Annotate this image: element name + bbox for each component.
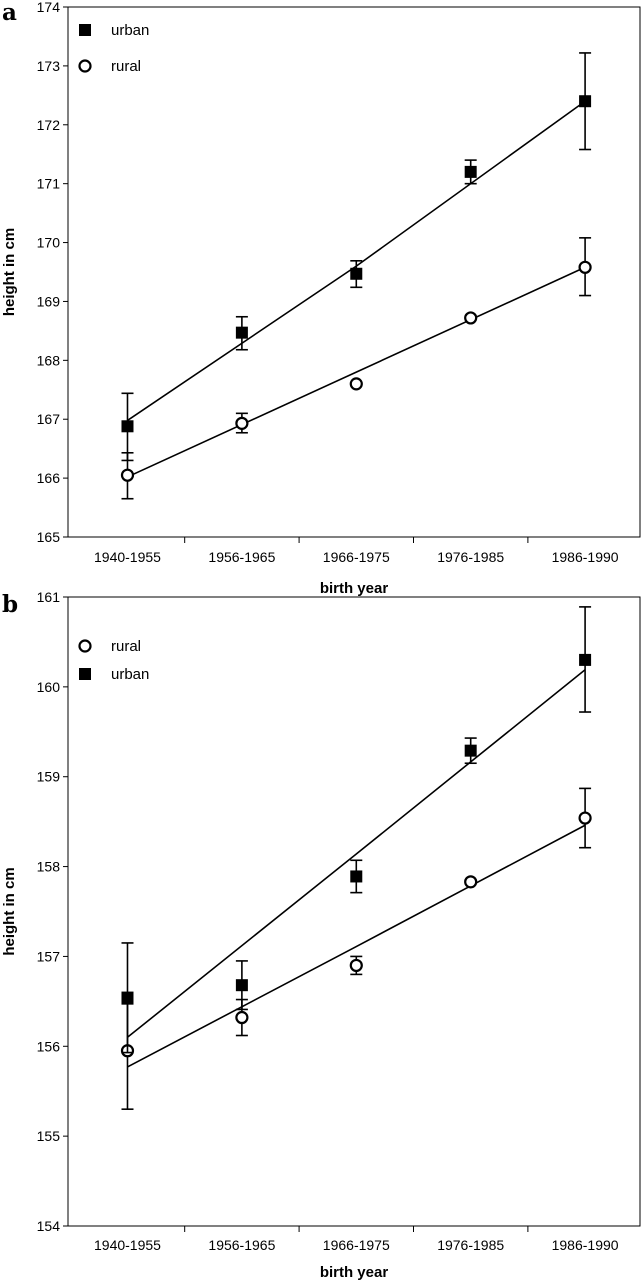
x-tick-label: 1986-1990 [552, 549, 619, 565]
y-tick-label: 161 [37, 589, 61, 605]
y-tick-label: 170 [37, 235, 61, 251]
legend-label-rural: rural [111, 58, 141, 75]
data-point-urban [121, 420, 134, 433]
data-point-urban [579, 653, 592, 666]
x-tick-label: 1940-1955 [94, 549, 161, 565]
series-urban [121, 606, 592, 1054]
chart-panel-b: b 154 155 156 157 158 159 160 161 1940-1955 1956-1… [1, 589, 641, 1280]
y-tick-label: 165 [37, 529, 61, 545]
x-axis-title: birth year [320, 580, 389, 597]
legend-marker-urban [79, 24, 91, 36]
trend-line-urban [126, 669, 586, 1038]
y-tick-label: 172 [37, 117, 61, 133]
data-point-urban [579, 95, 592, 108]
x-tick-label: 1940-1955 [94, 1237, 161, 1253]
series-rural [120, 237, 592, 500]
legend-label-urban: urban [111, 666, 149, 683]
panel-letter: a [2, 0, 17, 26]
data-point-rural [464, 875, 478, 889]
y-tick-label: 168 [37, 352, 61, 368]
series-urban [121, 52, 592, 462]
x-tick-label: 1976-1985 [437, 549, 504, 565]
y-tick-label: 157 [37, 948, 61, 964]
data-point-rural [120, 468, 135, 482]
plot-frame [67, 596, 641, 1227]
legend: urban rural [78, 22, 149, 75]
plot-frame [67, 6, 641, 538]
x-axis-title: birth year [320, 1264, 389, 1280]
data-point-rural [464, 311, 478, 325]
data-point-rural [235, 416, 249, 430]
x-tick-label: 1966-1975 [323, 549, 390, 565]
panel-letter: b [2, 591, 18, 618]
data-point-urban [464, 744, 477, 757]
y-tick-label: 169 [37, 293, 61, 309]
data-point-rural [578, 260, 592, 274]
data-point-urban [235, 979, 248, 992]
x-tick-label: 1976-1985 [437, 1237, 504, 1253]
data-point-rural [235, 1010, 249, 1025]
y-tick-label: 160 [37, 679, 61, 695]
data-point-urban [350, 267, 363, 280]
x-tick-label: 1986-1990 [552, 1237, 619, 1253]
y-tick-label: 158 [37, 859, 61, 875]
y-tick-label: 166 [37, 470, 61, 486]
x-tick-label: 1966-1975 [323, 1237, 390, 1253]
y-tick-label: 173 [37, 58, 61, 74]
data-point-urban [235, 326, 248, 339]
legend-label-urban: urban [111, 22, 149, 39]
y-tick-label: 156 [37, 1038, 61, 1054]
legend-marker-rural [78, 639, 92, 653]
y-axis-title: height in cm [1, 228, 18, 316]
y-tick-label: 167 [37, 411, 61, 427]
data-point-rural [578, 811, 592, 825]
data-point-urban [464, 165, 477, 178]
data-point-rural [349, 377, 363, 391]
legend-marker-rural [78, 59, 92, 73]
chart-panel-a: a 165 166 167 168 169 170 171 172 173 174 1940-1955… [1, 0, 641, 597]
y-tick-label: 174 [37, 0, 61, 15]
data-point-urban [350, 870, 363, 883]
data-point-rural [349, 958, 363, 973]
y-tick-label: 154 [37, 1218, 61, 1234]
x-tick-label: 1956-1965 [208, 1237, 275, 1253]
x-tick-label: 1956-1965 [208, 549, 275, 565]
legend-marker-urban [79, 668, 91, 680]
series-rural [120, 787, 592, 1110]
trend-line-rural [127, 824, 586, 1068]
y-axis-title: height in cm [1, 867, 18, 955]
trend-line-rural [127, 266, 586, 478]
y-tick-label: 159 [37, 769, 61, 785]
y-tick-label: 155 [37, 1128, 61, 1144]
legend-label-rural: rural [111, 638, 141, 655]
legend: rural urban [78, 638, 149, 683]
data-point-urban [121, 992, 134, 1005]
y-tick-label: 171 [37, 176, 61, 192]
